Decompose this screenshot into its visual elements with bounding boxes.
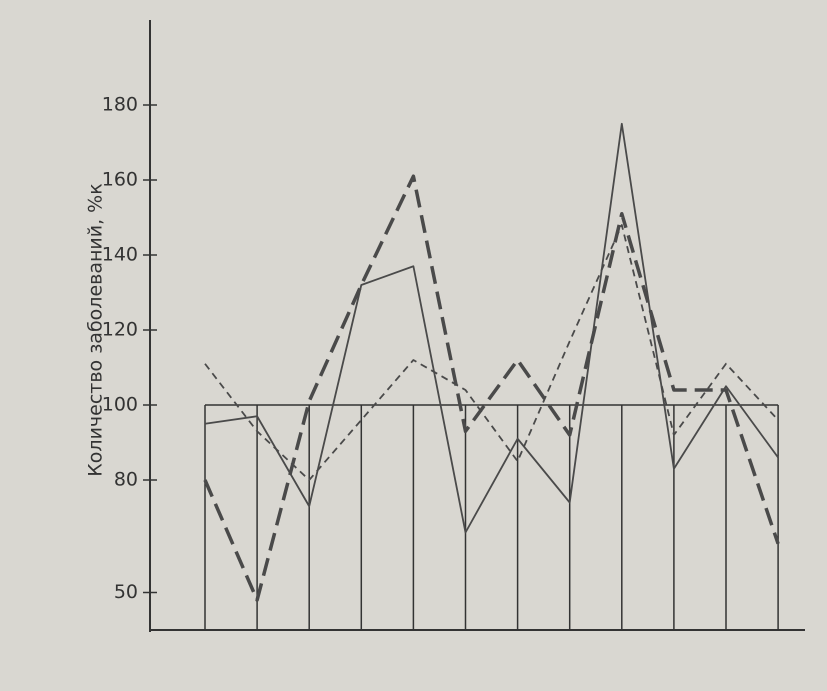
y-axis-label: Количество заболеваний, %к xyxy=(85,183,107,476)
series-line xyxy=(203,174,780,602)
series-line xyxy=(204,122,779,534)
y-tick-label: 160 xyxy=(102,169,138,191)
y-tick-label: 140 xyxy=(102,244,138,266)
y-tick-label: 80 xyxy=(114,469,138,491)
y-tick-label: 180 xyxy=(102,94,138,116)
y-tick-label: 120 xyxy=(102,319,138,341)
y-tick-label: 50 xyxy=(114,581,138,603)
y-tick-label: 100 xyxy=(102,394,138,416)
series-line xyxy=(204,224,779,481)
